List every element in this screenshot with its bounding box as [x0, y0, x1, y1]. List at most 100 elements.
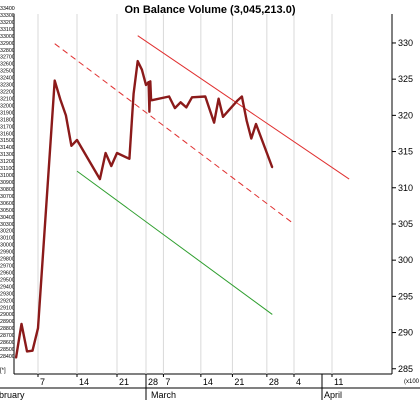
- left-tick-label: 29400: [0, 284, 15, 290]
- data-point: [136, 60, 139, 62]
- data-point: [213, 121, 215, 124]
- left-tick-label: 31800: [0, 117, 15, 123]
- data-point: [241, 95, 243, 98]
- x-tick-label: 4: [296, 377, 301, 387]
- data-point: [116, 152, 118, 154]
- data-point: [59, 98, 62, 101]
- left-tick-label: 30000: [0, 243, 15, 249]
- x-tick-label: 11: [334, 377, 343, 387]
- data-point: [70, 144, 73, 147]
- left-tick-label: 31200: [0, 159, 15, 165]
- left-tick-label: 28400: [0, 354, 15, 360]
- right-tick-label: 290: [398, 328, 413, 338]
- left-tick-label: 32400: [0, 76, 15, 82]
- month-label: bruary: [0, 390, 25, 400]
- left-tick-label: 32900: [0, 41, 15, 47]
- left-tick-label: 33100: [0, 27, 15, 33]
- left-tick-label: 31700: [0, 124, 15, 130]
- left-tick-label: 28600: [0, 340, 15, 346]
- left-tick-label: 31600: [0, 131, 15, 137]
- data-point: [132, 92, 135, 95]
- left-tick-label: 32100: [0, 96, 15, 102]
- data-point: [15, 357, 17, 359]
- data-point: [208, 108, 211, 111]
- left-tick-label: 32000: [0, 103, 15, 109]
- data-point: [104, 152, 107, 154]
- trendline: [76, 170, 273, 315]
- left-tick-label: 32500: [0, 69, 15, 75]
- month-label: March: [151, 390, 176, 400]
- right-tick-label: 305: [398, 219, 413, 229]
- data-point: [110, 165, 113, 167]
- x-tick-label: 7: [165, 377, 170, 387]
- data-point: [204, 95, 207, 98]
- left-tick-label: 30900: [0, 180, 15, 186]
- right-tick-label: 320: [398, 110, 413, 120]
- right-axis: 330 325 320 315 310 305 300 295 290 285 (x100: [392, 38, 420, 385]
- x-tick-label: 14: [203, 377, 213, 387]
- left-tick-label: 33400: [0, 6, 15, 12]
- x-tick-label: 14: [79, 377, 89, 387]
- data-point: [20, 323, 23, 325]
- right-tick-label: 330: [398, 38, 413, 48]
- left-tick-label: 29900: [0, 250, 15, 256]
- left-tick-label: 29700: [0, 264, 15, 270]
- left-tick-label: 30600: [0, 201, 15, 207]
- obv-series-line: [14, 59, 274, 359]
- left-tick-label: 28800: [0, 326, 15, 332]
- left-tick-label: 32300: [0, 83, 15, 89]
- left-tick-label: 32200: [0, 90, 15, 96]
- data-point: [255, 123, 257, 125]
- data-point: [250, 137, 253, 140]
- left-tick-label: 31900: [0, 110, 15, 116]
- data-point: [179, 101, 182, 104]
- data-point: [76, 139, 78, 141]
- data-point: [26, 350, 28, 353]
- left-tick-label: 31400: [0, 145, 15, 151]
- left-tick-label: 31500: [0, 138, 15, 144]
- data-point: [222, 116, 224, 118]
- left-tick-label: 29600: [0, 270, 15, 276]
- data-point: [128, 158, 131, 160]
- data-point: [53, 79, 56, 82]
- left-tick-label: 30400: [0, 215, 15, 221]
- left-tick-label: 33300: [0, 13, 15, 19]
- data-point: [148, 110, 151, 113]
- left-tick-label: 32800: [0, 48, 15, 54]
- x-tick-label: 21: [119, 377, 129, 387]
- data-point: [168, 95, 170, 98]
- data-point: [185, 106, 188, 109]
- left-tick-label: 33200: [0, 20, 15, 26]
- right-tick-label: 325: [398, 74, 413, 84]
- y-unit-label: (x100: [404, 379, 420, 385]
- data-point: [141, 68, 143, 71]
- x-axis: 7 14 21 28 7 14 21 28 4 11 bruary March April: [0, 374, 343, 400]
- left-tick-label: 30200: [0, 229, 15, 235]
- right-tick-label: 310: [398, 183, 413, 193]
- left-tick-label: 28700: [0, 333, 15, 339]
- data-point: [147, 81, 150, 83]
- month-label: April: [324, 390, 342, 400]
- x-tick-label: 7: [40, 377, 45, 387]
- data-point: [191, 96, 193, 99]
- data-point: [99, 178, 101, 180]
- x-tick-label: 21: [234, 377, 244, 387]
- x-tick-label: 28: [269, 377, 279, 387]
- left-unit-label: [*]: [0, 368, 6, 374]
- left-tick-label: 28500: [0, 347, 15, 353]
- left-tick-label: 29500: [0, 277, 15, 283]
- data-point: [37, 327, 39, 330]
- data-point: [217, 97, 220, 100]
- left-tick-label: 33000: [0, 34, 15, 40]
- left-tick-label: 30700: [0, 194, 15, 200]
- chart-title: On Balance Volume (3,045,213.0): [124, 4, 296, 16]
- left-tick-label: 30100: [0, 236, 15, 242]
- left-tick-label: 30500: [0, 208, 15, 214]
- left-axis: 3340033300332003310033000329003280032700…: [0, 6, 15, 374]
- left-tick-label: 30800: [0, 187, 15, 193]
- left-tick-label: 32700: [0, 55, 15, 61]
- data-point: [174, 107, 176, 109]
- left-tick-label: 28900: [0, 319, 15, 325]
- x-tick-label: 28: [148, 377, 158, 387]
